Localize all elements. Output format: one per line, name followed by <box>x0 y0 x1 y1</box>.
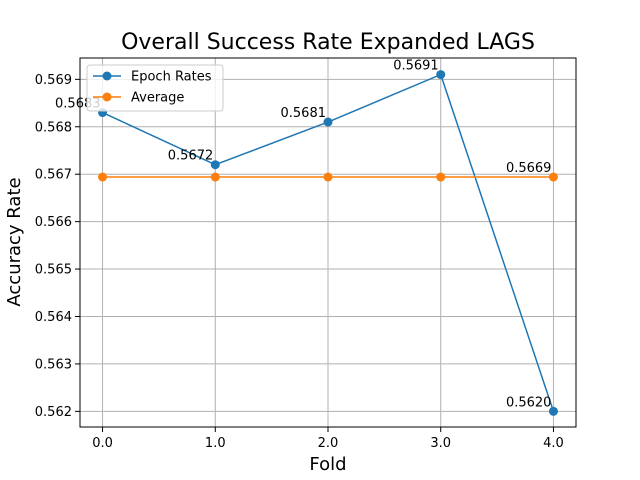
y-tick-label: 0.565 <box>35 263 72 278</box>
y-axis-ticks: 0.562 0.563 0.564 0.565 0.566 0.567 0.568 0.569 <box>35 73 80 420</box>
x-axis-title: Fold <box>309 454 346 475</box>
epoch-rates-point <box>210 160 220 170</box>
epoch-rates-data-label: 0.5681 <box>281 106 327 121</box>
average-point <box>323 172 333 182</box>
legend-average-label: Average <box>131 91 184 106</box>
x-tick-label: 0.0 <box>92 436 113 451</box>
y-tick-label: 0.562 <box>35 405 72 420</box>
x-tick-label: 1.0 <box>205 436 226 451</box>
x-axis-ticks: 0.0 1.0 2.0 3.0 4.0 <box>92 427 564 451</box>
y-tick-label: 0.566 <box>35 215 72 230</box>
y-tick-label: 0.569 <box>35 73 72 88</box>
average-point <box>210 172 220 182</box>
x-tick-label: 4.0 <box>543 436 564 451</box>
y-tick-label: 0.563 <box>35 357 72 372</box>
average-data-label: 0.5669 <box>506 161 552 176</box>
chart-title: Overall Success Rate Expanded LAGS <box>121 30 535 55</box>
average-point <box>548 172 558 182</box>
epoch-rates-point <box>436 70 446 80</box>
epoch-rates-data-label: 0.5691 <box>393 59 439 74</box>
legend: Epoch Rates Average <box>86 64 224 112</box>
epoch-rates-point <box>548 406 558 416</box>
x-tick-label: 3.0 <box>430 436 451 451</box>
legend-epoch-rates-label: Epoch Rates <box>131 70 212 85</box>
y-tick-label: 0.567 <box>35 168 72 183</box>
y-tick-label: 0.568 <box>35 120 72 135</box>
average-point <box>436 172 446 182</box>
legend-epoch-rates-marker <box>102 71 112 81</box>
epoch-rates-point <box>323 117 333 127</box>
average-point <box>98 172 108 182</box>
epoch-rates-data-label: 0.5620 <box>506 395 552 410</box>
y-tick-label: 0.564 <box>35 310 72 325</box>
epoch-rates-data-label: 0.5672 <box>168 149 214 164</box>
x-tick-label: 2.0 <box>318 436 339 451</box>
legend-average-marker <box>102 92 112 102</box>
y-axis-title: Accuracy Rate <box>4 177 25 306</box>
